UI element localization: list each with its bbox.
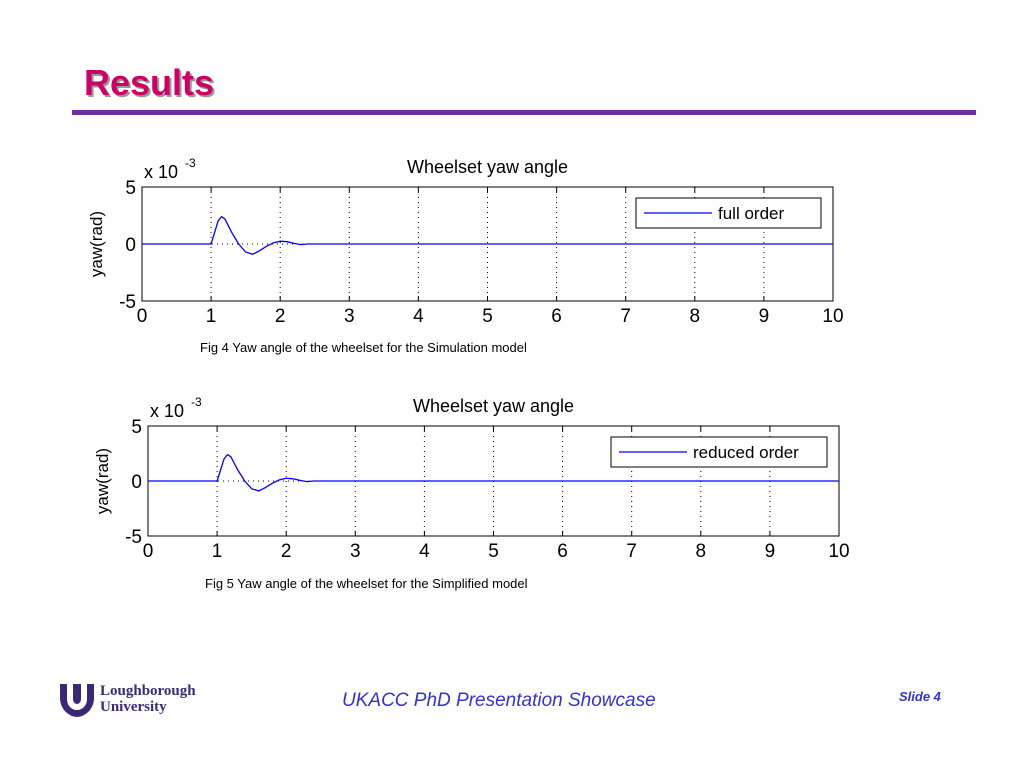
x-tick-label: 4: [413, 306, 424, 327]
legend-label: reduced order: [693, 443, 799, 462]
x-tick-label: 7: [626, 541, 637, 562]
y-tick-label: 0: [131, 472, 142, 493]
x-tick-label: 2: [275, 306, 286, 327]
scale-factor-exponent: -3: [191, 395, 202, 409]
x-tick-label: 6: [551, 306, 562, 327]
x-tick-label: 9: [759, 306, 770, 327]
y-axis-label: yaw(rad): [93, 448, 112, 514]
logo-text-loughborough: Loughborough: [100, 683, 196, 699]
x-tick-label: 9: [765, 541, 776, 562]
scale-factor-label: x 10: [144, 162, 178, 182]
x-tick-label: 2: [281, 541, 292, 562]
y-tick-label: -5: [125, 527, 142, 548]
y-tick-label: 5: [131, 417, 142, 438]
x-tick-label: 1: [212, 541, 223, 562]
series-line-0: [142, 215, 833, 256]
x-tick-label: 5: [488, 541, 499, 562]
x-tick-label: 8: [690, 306, 701, 327]
x-tick-label: 8: [696, 541, 707, 562]
x-tick-label: 0: [137, 306, 148, 327]
chart-title: Wheelset yaw angle: [407, 157, 568, 177]
y-tick-label: -5: [119, 292, 136, 313]
chart-title: Wheelset yaw angle: [413, 396, 574, 416]
university-logo-icon: [60, 684, 94, 717]
x-tick-label: 4: [419, 541, 430, 562]
x-tick-label: 3: [344, 306, 355, 327]
y-tick-label: 5: [125, 178, 136, 199]
x-tick-label: 1: [206, 306, 217, 327]
x-tick-label: 0: [143, 541, 154, 562]
x-tick-label: 7: [620, 306, 631, 327]
y-tick-label: 0: [125, 235, 136, 256]
footer-title: UKACC PhD Presentation Showcase: [342, 690, 656, 711]
figure-caption-5: Fig 5 Yaw angle of the wheelset for the …: [205, 576, 528, 591]
title-divider: [72, 110, 976, 115]
legend-box: [610, 436, 828, 468]
scale-factor-exponent: -3: [185, 156, 196, 170]
series-line-0: [148, 453, 839, 492]
y-axis-label: yaw(rad): [87, 211, 106, 277]
x-tick-label: 6: [557, 541, 568, 562]
x-tick-label: 5: [482, 306, 493, 327]
slide-title: Results: [84, 62, 215, 103]
logo-text-university: University: [100, 699, 167, 715]
legend-label: full order: [718, 204, 784, 223]
figure-caption-4: Fig 4 Yaw angle of the wheelset for the …: [200, 340, 527, 355]
x-tick-label: 10: [828, 541, 849, 562]
scale-factor-label: x 10: [150, 401, 184, 421]
slide-number: Slide 4: [899, 689, 941, 704]
x-tick-label: 10: [822, 306, 843, 327]
x-tick-label: 3: [350, 541, 361, 562]
